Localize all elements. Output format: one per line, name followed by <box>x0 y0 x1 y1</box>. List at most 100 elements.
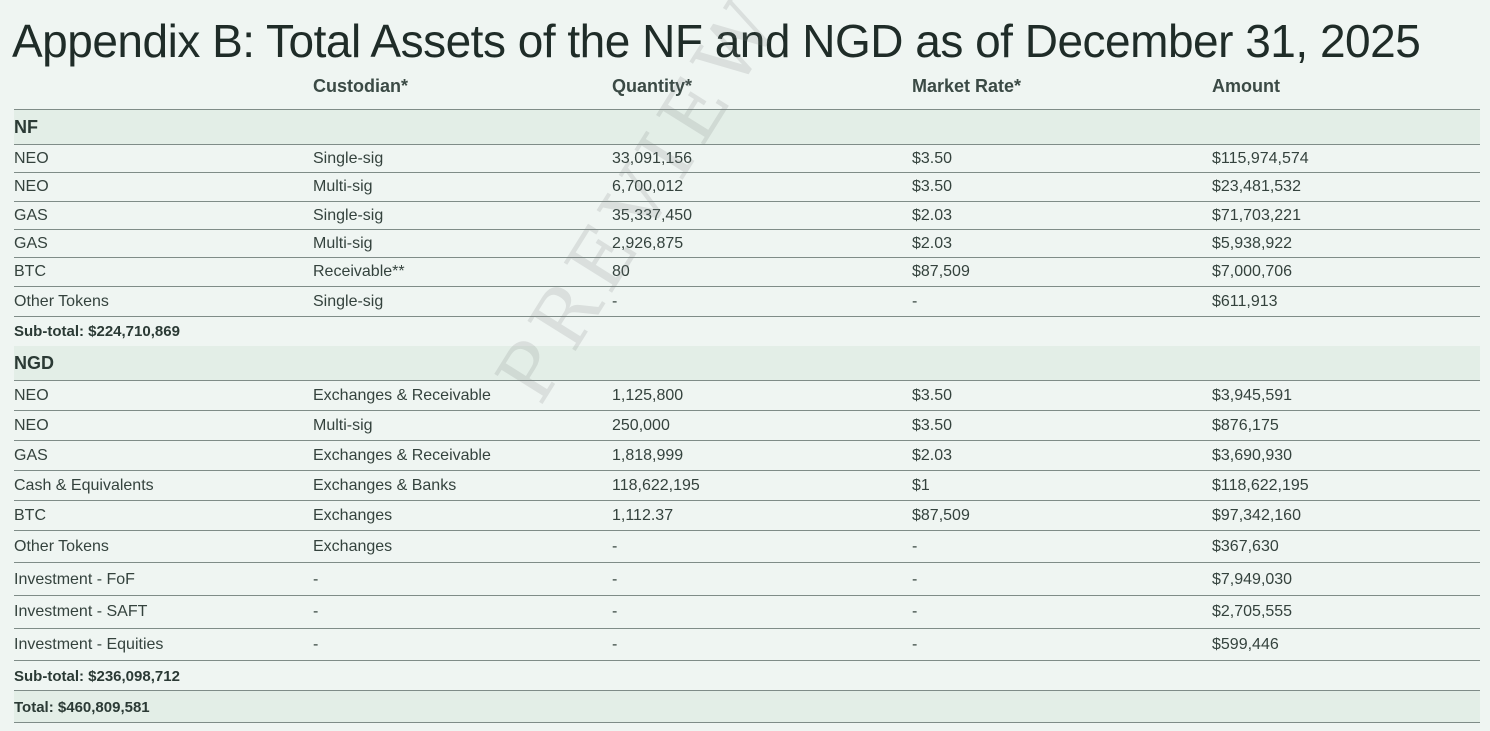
rate-cell: - <box>912 636 918 653</box>
custodian-cell: Multi-sig <box>313 235 373 252</box>
table-row: NEO Multi-sig 6,700,012 $3.50 $23,481,53… <box>14 173 1480 202</box>
asset-cell: BTC <box>14 263 46 280</box>
custodian-cell: Exchanges & Receivable <box>313 387 491 404</box>
rate-cell: $87,509 <box>912 263 970 280</box>
rate-cell: $2.03 <box>912 235 953 252</box>
rate-cell: $3.50 <box>912 178 953 195</box>
quantity-cell: - <box>612 538 618 555</box>
quantity-cell: - <box>612 571 618 588</box>
custodian-cell: Single-sig <box>313 293 384 310</box>
total-row: Total: $460,809,581 <box>14 691 1480 723</box>
quantity-cell: 250,000 <box>612 417 670 434</box>
table-row: GAS Multi-sig 2,926,875 $2.03 $5,938,922 <box>14 230 1480 258</box>
table-row: GAS Exchanges & Receivable 1,818,999 $2.… <box>14 441 1480 471</box>
amount-cell: $97,342,160 <box>1212 507 1301 524</box>
table-row: GAS Single-sig 35,337,450 $2.03 $71,703,… <box>14 202 1480 230</box>
asset-cell: BTC <box>14 507 46 524</box>
quantity-cell: 118,622,195 <box>612 477 700 494</box>
custodian-cell: Single-sig <box>313 207 384 224</box>
quantity-cell: 80 <box>612 263 630 280</box>
amount-cell: $118,622,195 <box>1212 477 1309 494</box>
column-header-market-rate: Market Rate* <box>912 76 1022 96</box>
custodian-cell: Exchanges <box>313 538 393 555</box>
column-header-quantity: Quantity* <box>612 76 693 96</box>
quantity-cell: - <box>612 603 618 620</box>
table-row: Investment - SAFT - - - $2,705,555 <box>14 596 1480 629</box>
rate-cell: $2.03 <box>912 447 953 464</box>
rate-cell: $2.03 <box>912 207 953 224</box>
quantity-cell: 33,091,156 <box>612 150 693 167</box>
amount-cell: $3,945,591 <box>1212 387 1293 404</box>
amount-cell: $5,938,922 <box>1212 235 1293 252</box>
amount-cell: $71,703,221 <box>1212 207 1301 224</box>
custodian-cell: Multi-sig <box>313 417 373 434</box>
amount-cell: $2,705,555 <box>1212 603 1293 620</box>
custodian-cell: - <box>313 603 319 620</box>
asset-cell: Investment - FoF <box>14 571 135 588</box>
asset-cell: GAS <box>14 207 48 224</box>
table-row: Other Tokens Exchanges - - $367,630 <box>14 531 1480 563</box>
subtotal-row-ngd: Sub-total: $236,098,712 <box>14 661 1480 691</box>
asset-cell: GAS <box>14 447 48 464</box>
asset-cell: NEO <box>14 387 49 404</box>
asset-cell: NEO <box>14 417 49 434</box>
rate-cell: - <box>912 293 918 310</box>
custodian-cell: Exchanges & Banks <box>313 477 457 494</box>
table-row: BTC Receivable** 80 $87,509 $7,000,706 <box>14 258 1480 287</box>
rate-cell: $3.50 <box>912 417 953 434</box>
custodian-cell: Multi-sig <box>313 178 373 195</box>
subtotal-label: Sub-total: $224,710,869 <box>14 323 180 340</box>
custodian-cell: Exchanges & Receivable <box>313 447 491 464</box>
asset-cell: Other Tokens <box>14 538 109 555</box>
section-label: NGD <box>14 353 54 373</box>
amount-cell: $23,481,532 <box>1212 178 1301 195</box>
rate-cell: - <box>912 538 918 555</box>
section-header-nf: NF <box>14 110 1480 145</box>
rate-cell: - <box>912 603 918 620</box>
quantity-cell: 6,700,012 <box>612 178 684 195</box>
quantity-cell: 35,337,450 <box>612 207 693 224</box>
amount-cell: $367,630 <box>1212 538 1279 555</box>
table-row: BTC Exchanges 1,112.37 $87,509 $97,342,1… <box>14 501 1480 531</box>
column-header-custodian: Custodian* <box>313 76 409 96</box>
table-row: Other Tokens Single-sig - - $611,913 <box>14 287 1480 317</box>
quantity-cell: 2,926,875 <box>612 235 684 252</box>
custodian-cell: - <box>313 636 319 653</box>
rate-cell: $3.50 <box>912 387 953 404</box>
amount-cell: $115,974,574 <box>1212 150 1309 167</box>
section-header-ngd: NGD <box>14 346 1480 381</box>
table-row: Investment - FoF - - - $7,949,030 <box>14 563 1480 596</box>
amount-cell: $3,690,930 <box>1212 447 1293 464</box>
table-header: Custodian* Quantity* Market Rate* Amount <box>14 70 1480 110</box>
column-header-amount: Amount <box>1212 76 1280 96</box>
rate-cell: $3.50 <box>912 150 953 167</box>
subtotal-label: Sub-total: $236,098,712 <box>14 668 180 685</box>
asset-cell: NEO <box>14 150 49 167</box>
amount-cell: $611,913 <box>1212 293 1278 310</box>
asset-cell: NEO <box>14 178 49 195</box>
amount-cell: $7,949,030 <box>1212 571 1293 588</box>
asset-cell: GAS <box>14 235 48 252</box>
quantity-cell: 1,125,800 <box>612 387 684 404</box>
custodian-cell: Single-sig <box>313 150 384 167</box>
amount-cell: $876,175 <box>1212 417 1279 434</box>
quantity-cell: - <box>612 636 618 653</box>
rate-cell: $87,509 <box>912 507 970 524</box>
asset-cell: Investment - SAFT <box>14 603 148 620</box>
asset-cell: Cash & Equivalents <box>14 477 154 494</box>
amount-cell: $599,446 <box>1212 636 1279 653</box>
quantity-cell: 1,818,999 <box>612 447 684 464</box>
rate-cell: $1 <box>912 477 930 494</box>
custodian-cell: Exchanges <box>313 507 393 524</box>
asset-cell: Investment - Equities <box>14 636 164 653</box>
quantity-cell: 1,112.37 <box>612 507 674 524</box>
table-row: NEO Single-sig 33,091,156 $3.50 $115,974… <box>14 145 1480 173</box>
asset-cell: Other Tokens <box>14 293 109 310</box>
rate-cell: - <box>912 571 918 588</box>
quantity-cell: - <box>612 293 618 310</box>
section-label: NF <box>14 117 38 137</box>
table-row: Investment - Equities - - - $599,446 <box>14 629 1480 661</box>
amount-cell: $7,000,706 <box>1212 263 1293 280</box>
table-row: NEO Multi-sig 250,000 $3.50 $876,175 <box>14 411 1480 441</box>
subtotal-row-nf: Sub-total: $224,710,869 <box>14 317 1480 345</box>
